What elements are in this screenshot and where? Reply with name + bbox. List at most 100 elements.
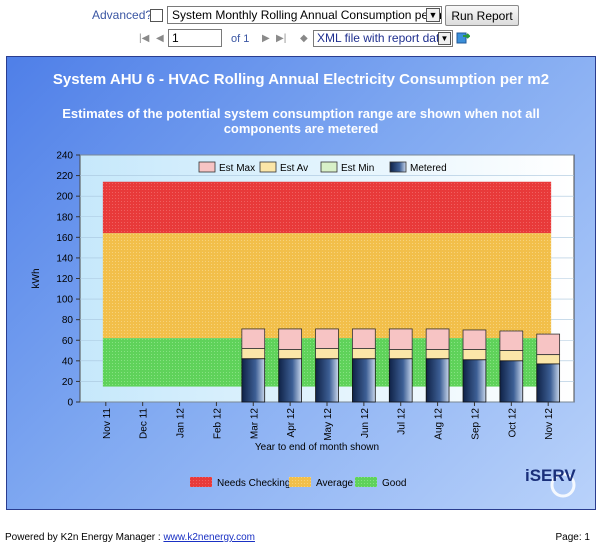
x-tick-label: Sep 12 <box>470 408 481 440</box>
legend-swatch <box>355 477 377 487</box>
y-tick-label: 40 <box>62 356 74 367</box>
legend-swatch <box>389 161 407 173</box>
bar-metered <box>241 358 266 403</box>
page-count-label: of 1 <box>231 33 250 45</box>
x-tick-label: Dec 11 <box>139 408 150 439</box>
bar-est-max <box>425 328 450 350</box>
k2n-link[interactable]: www.k2nenergy.com <box>163 532 255 543</box>
report-title: System AHU 6 - HVAC Rolling Annual Elect… <box>52 71 550 88</box>
legend-swatch <box>190 477 212 487</box>
y-tick-label: 60 <box>62 336 74 347</box>
y-tick-label: 100 <box>56 295 73 306</box>
bar-metered <box>315 358 339 403</box>
bar-est-av <box>536 354 561 365</box>
export-format-value: XML file with report data <box>317 31 446 45</box>
bar-metered <box>278 358 302 403</box>
pager-toolbar: |◀ ◀ 1 of 1 ▶ ▶| ◆ XML file with report … <box>0 28 600 50</box>
report-toolbar: Advanced? System Monthly Rolling Annual … <box>0 4 600 26</box>
legend-label: Est Min <box>341 163 374 174</box>
legend-swatch <box>198 161 216 173</box>
x-tick-label: May 12 <box>323 408 334 441</box>
bar-metered <box>536 363 561 403</box>
legend-label: Average <box>316 478 354 489</box>
bar-est-max <box>352 328 376 349</box>
x-tick-label: Jun 12 <box>360 408 371 438</box>
band-average <box>102 233 552 339</box>
x-tick-label: Nov 11 <box>102 408 113 439</box>
bar-metered <box>462 359 487 403</box>
y-tick-label: 220 <box>56 171 73 182</box>
y-tick-label: 180 <box>56 212 73 223</box>
report-subtitle: Estimates of the potential system consum… <box>62 106 540 136</box>
y-tick-label: 80 <box>62 315 74 326</box>
bar-est-max <box>241 328 266 349</box>
export-icon[interactable] <box>456 30 470 44</box>
refresh-icon[interactable]: ◆ <box>300 33 308 44</box>
legend-label: Needs Checking <box>217 478 290 489</box>
bar-est-av <box>388 349 413 360</box>
footer: Powered by K2n Energy Manager : www.k2ne… <box>5 532 255 543</box>
x-tick-label: Aug 12 <box>434 408 445 440</box>
first-page-icon[interactable]: |◀ <box>139 33 150 44</box>
bar-est-max <box>499 330 524 351</box>
legend-swatch <box>320 161 338 173</box>
legend-label: Est Av <box>280 163 308 174</box>
bar-est-max <box>536 333 561 356</box>
x-tick-label: Nov 12 <box>544 408 555 440</box>
next-page-icon[interactable]: ▶ <box>262 33 270 44</box>
y-tick-label: 20 <box>62 377 74 388</box>
y-tick-label: 120 <box>56 274 73 285</box>
bar-est-av <box>425 349 450 360</box>
y-axis-title: kWh <box>31 269 42 289</box>
y-tick-label: 0 <box>67 398 73 409</box>
run-report-button[interactable]: Run Report <box>445 5 519 26</box>
x-tick-label: Apr 12 <box>286 408 297 438</box>
legend-swatch <box>289 477 311 487</box>
chevron-down-icon[interactable]: ▼ <box>438 32 451 45</box>
legend-swatch <box>259 161 277 173</box>
report-panel: System AHU 6 - HVAC Rolling Annual Elect… <box>6 56 596 510</box>
logo-text: iSERV <box>525 466 576 485</box>
bar-est-av <box>278 349 302 360</box>
y-tick-label: 200 <box>56 192 73 203</box>
bar-est-av <box>241 348 266 360</box>
bar-metered <box>499 360 524 403</box>
bar-metered <box>425 358 450 403</box>
powered-by-text: Powered by K2n Energy Manager : <box>5 532 164 543</box>
y-tick-label: 140 <box>56 253 73 264</box>
x-tick-label: Jan 12 <box>176 408 187 438</box>
x-axis-title: Year to end of month shown <box>255 442 379 453</box>
bar-est-av <box>352 348 376 360</box>
chevron-down-icon[interactable]: ▼ <box>426 8 440 22</box>
bar-metered <box>352 358 376 403</box>
bar-est-av <box>499 350 524 362</box>
x-tick-label: Oct 12 <box>507 408 518 438</box>
bar-est-av <box>462 349 487 361</box>
advanced-checkbox[interactable] <box>150 9 163 22</box>
legend-label: Metered <box>410 163 447 174</box>
y-tick-label: 240 <box>56 151 73 162</box>
band-needs-checking <box>102 181 552 234</box>
bar-est-max <box>388 328 413 350</box>
page-indicator: Page: 1 <box>555 532 590 543</box>
report-type-value: System Monthly Rolling Annual Consumptio… <box>172 8 442 22</box>
bar-est-max <box>315 328 339 349</box>
report-type-select[interactable]: System Monthly Rolling Annual Consumptio… <box>167 6 442 24</box>
bar-metered <box>388 358 413 403</box>
prev-page-icon[interactable]: ◀ <box>156 33 164 44</box>
x-tick-label: Feb 12 <box>212 408 223 440</box>
x-tick-label: Mar 12 <box>249 408 260 440</box>
bar-est-av <box>315 348 339 360</box>
export-format-select[interactable]: XML file with report data ▼ <box>313 30 453 47</box>
x-tick-label: Jul 12 <box>397 408 408 435</box>
last-page-icon[interactable]: ▶| <box>276 33 287 44</box>
consumption-chart: 0 20 40 60 80 100 120 140 160 180 200 220 240 Nov 11 D… <box>31 151 575 489</box>
y-tick-label: 160 <box>56 233 73 244</box>
legend-label: Est Max <box>219 163 255 174</box>
advanced-label: Advanced? <box>92 8 153 22</box>
bar-est-max <box>462 329 487 350</box>
page-number-input[interactable]: 1 <box>168 29 222 47</box>
iserv-logo: iSERV <box>523 461 579 502</box>
bar-est-max <box>278 328 302 350</box>
legend-label: Good <box>382 478 406 489</box>
